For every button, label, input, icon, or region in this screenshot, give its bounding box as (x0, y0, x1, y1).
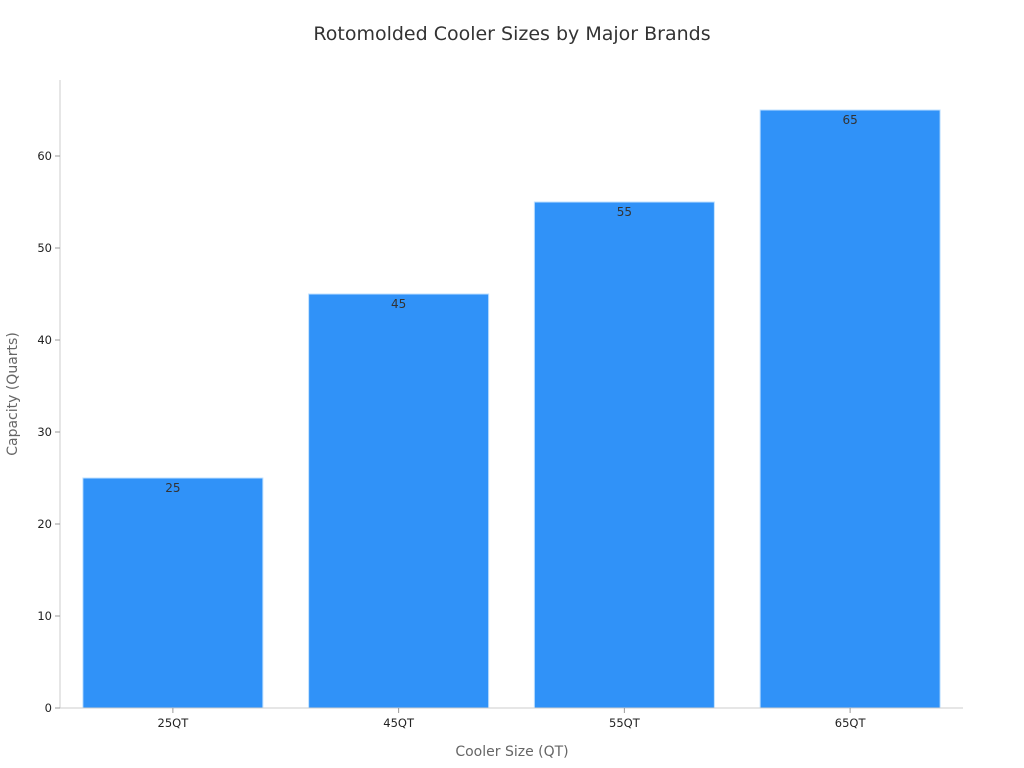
x-tick-label-65QT: 65QT (835, 716, 867, 730)
bar-65QT (759, 109, 941, 709)
bar-25QT (82, 477, 264, 709)
y-tick-label-20: 20 (37, 517, 52, 531)
y-tick-label-0: 0 (45, 701, 52, 715)
y-tick-label-40: 40 (37, 333, 52, 347)
data-label-45QT: 45 (391, 297, 406, 311)
y-tick-label-60: 60 (37, 149, 52, 163)
x-axis-label: Cooler Size (QT) (455, 744, 568, 760)
bar-55QT (533, 201, 715, 709)
x-tick-label-55QT: 55QT (609, 716, 641, 730)
x-tick-label-45QT: 45QT (383, 716, 415, 730)
y-tick-label-10: 10 (37, 609, 52, 623)
chart-title: Rotomolded Cooler Sizes by Major Brands (313, 23, 710, 45)
data-label-65QT: 65 (842, 113, 857, 127)
y-tick-label-30: 30 (37, 425, 52, 439)
x-tick-label-25QT: 25QT (158, 716, 190, 730)
bar-45QT (308, 293, 490, 709)
y-tick-label-50: 50 (37, 241, 52, 255)
y-axis-label: Capacity (Quarts) (5, 332, 21, 456)
data-label-55QT: 55 (617, 205, 632, 219)
data-label-25QT: 25 (165, 481, 180, 495)
